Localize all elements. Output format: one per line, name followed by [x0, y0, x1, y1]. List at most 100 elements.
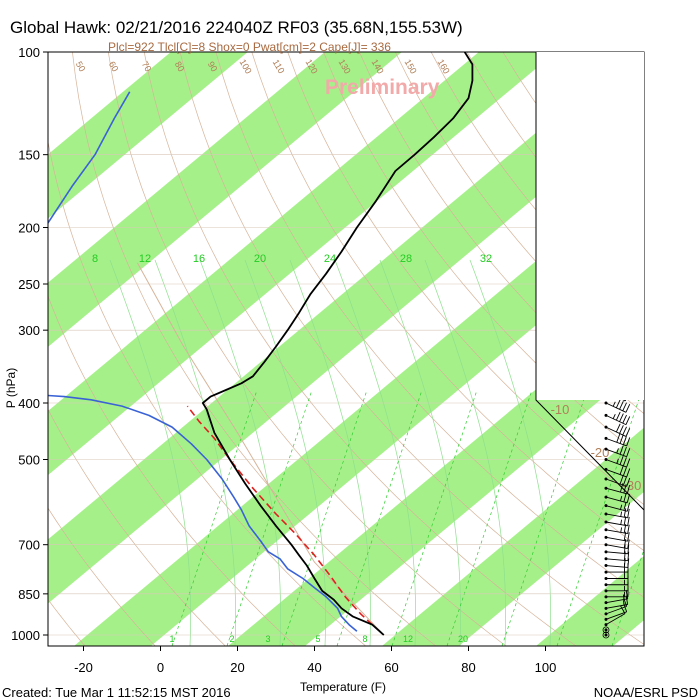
- wind-barb: [604, 445, 631, 458]
- wind-barb: [604, 524, 630, 535]
- wind-barb-flag: [615, 411, 621, 421]
- wind-barb-flag: [619, 445, 624, 455]
- wind-barb-half: [620, 511, 623, 517]
- dry-adiabat: [48, 295, 296, 646]
- y-tick-label: 100: [18, 45, 40, 60]
- wind-barb-shaft: [605, 536, 628, 542]
- y-tick-label: 200: [18, 221, 40, 236]
- wind-barb-flag: [627, 532, 630, 542]
- wind-barb-shaft: [605, 402, 627, 413]
- mixing-ratio-bottom-label: 5: [315, 634, 320, 644]
- dewpoint-trace: [48, 91, 358, 632]
- wind-barb-flag: [623, 501, 627, 511]
- mixing-ratio-bottom-label: 20: [458, 634, 468, 644]
- wind-barb: [604, 595, 629, 610]
- wind-barb-point: [604, 633, 608, 637]
- wind-barb-flag: [619, 456, 624, 465]
- wind-barb-flag: [622, 457, 627, 466]
- theta-label: 60: [107, 60, 121, 74]
- dry-adiabat: [48, 598, 86, 646]
- wind-barb-flag: [622, 414, 627, 424]
- parcel-trace: [186, 405, 373, 626]
- wind-barb-flag: [627, 539, 630, 549]
- wind-barb-flag: [626, 437, 631, 447]
- mixing-ratio-line: [171, 389, 258, 646]
- moist-adiabat: [379, 259, 461, 646]
- isotherm-label: -20: [591, 445, 610, 460]
- mixing-ratio-label: 20: [254, 253, 266, 265]
- wind-barb-flag: [623, 551, 626, 561]
- y-tick-label: 700: [18, 538, 40, 553]
- isotherm-band: [74, 170, 644, 646]
- theta-label: 80: [173, 60, 187, 74]
- wind-barb-flag: [622, 446, 627, 456]
- credit-label: NOAA/ESRL PSD: [594, 685, 698, 700]
- wind-barb: [604, 581, 629, 593]
- wind-barb-flag: [619, 475, 624, 485]
- wind-barb-flag: [622, 436, 627, 445]
- wind-barb-shaft: [605, 605, 627, 615]
- isotherm-band: [382, 427, 644, 646]
- wind-barb-flag: [615, 399, 621, 409]
- dry-adiabat: [48, 507, 156, 646]
- background-grid: [0, 52, 700, 647]
- moist-adiabat: [199, 259, 281, 646]
- wind-barb: [604, 558, 630, 568]
- mixing-ratio-label: 12: [139, 253, 151, 265]
- wind-barb-flag: [626, 448, 631, 457]
- dry-adiabat: [72, 52, 437, 646]
- wind-barb-flag: [627, 558, 630, 568]
- wind-barb: [604, 575, 629, 587]
- mixing-ratio-bottom-label: 3: [265, 634, 270, 644]
- dry-adiabat: [287, 52, 644, 506]
- wind-barb-half: [616, 448, 619, 454]
- isotherm-band: [48, 52, 644, 604]
- mixing-ratio-bottom-label: 8: [362, 634, 367, 644]
- wind-barb-half: [620, 504, 623, 510]
- isotherm-band: [48, 52, 402, 347]
- mixing-ratio-line: [446, 389, 533, 646]
- wind-barb: [604, 399, 631, 413]
- wind-barb-flag: [623, 508, 627, 518]
- wind-barb-flag: [619, 465, 624, 475]
- wind-barb-flag: [626, 477, 631, 487]
- wind-barb-flag: [626, 485, 631, 495]
- wind-barb-flag: [625, 589, 629, 599]
- sounding-traces: [48, 52, 474, 636]
- dry-adiabat: [682, 52, 700, 647]
- dry-adiabat: [215, 52, 644, 598]
- wind-barb-flag: [619, 434, 624, 444]
- wind-column-edge: [535, 52, 645, 511]
- wind-barb-flag: [626, 502, 631, 512]
- isotherm-bands: [48, 52, 644, 646]
- y-tick-label: 850: [18, 587, 40, 602]
- mixing-ratio-label: 8: [92, 253, 98, 265]
- dry-adiabat: [646, 52, 700, 647]
- wind-barb: [604, 456, 631, 468]
- x-tick-label: 80: [461, 660, 475, 675]
- wind-barb-flag: [622, 402, 627, 412]
- isotherm-band: [48, 52, 248, 219]
- preliminary-watermark: Preliminary: [325, 76, 440, 99]
- wind-barb-flag: [623, 544, 626, 554]
- wind-barb-flag: [626, 468, 631, 478]
- wind-barb-flag: [619, 425, 624, 434]
- wind-barb: [604, 551, 630, 562]
- wind-barb-shaft: [605, 529, 628, 535]
- y-tick-label: 500: [18, 452, 40, 467]
- mixing-ratio-line: [391, 389, 478, 646]
- x-tick-label: 40: [307, 660, 321, 675]
- dry-adiabat: [143, 52, 577, 646]
- wind-barb-flag: [622, 467, 627, 476]
- wind-barb-flag: [619, 400, 624, 410]
- mixing-ratio-label: 24: [324, 253, 336, 265]
- wind-barb-flag: [616, 433, 621, 443]
- wind-barb-flag: [627, 508, 630, 518]
- mixing-ratio-line: [336, 389, 423, 646]
- y-tick-label: 300: [18, 323, 40, 338]
- wind-barb-half: [620, 527, 623, 533]
- dry-adiabat: [0, 52, 16, 647]
- mixing-ratio-label: 28: [400, 253, 412, 265]
- wind-barb: [604, 508, 630, 519]
- wind-barb-flag: [625, 416, 631, 425]
